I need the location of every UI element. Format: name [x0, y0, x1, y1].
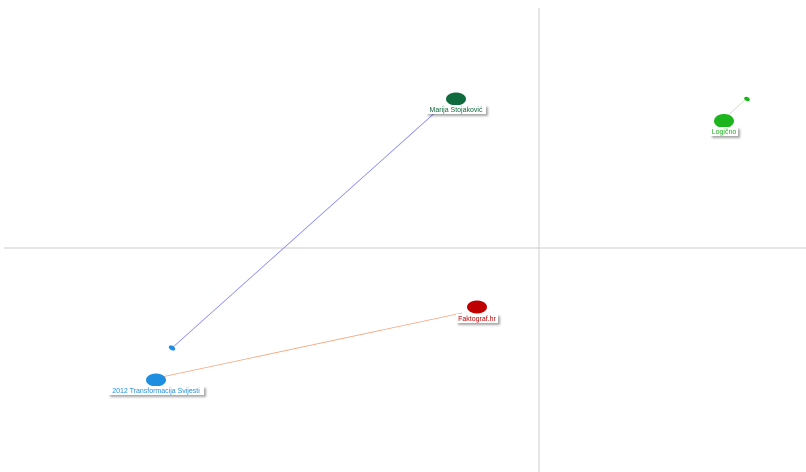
label-box [426, 105, 486, 114]
node-marija-stojakovic[interactable]: Marija Stojaković [426, 92, 486, 115]
node-circle[interactable] [467, 300, 487, 314]
node-label: Faktograf.hr [458, 316, 496, 323]
label-box [456, 314, 498, 323]
node-circle[interactable] [714, 114, 734, 128]
label-box [710, 127, 738, 136]
node-label: Logično [712, 129, 737, 136]
node-faktograf[interactable]: Faktograf.hr [456, 300, 498, 324]
node-logicno[interactable]: Logično [710, 114, 738, 136]
small-node-blue[interactable] [168, 344, 176, 351]
node-circle[interactable] [146, 373, 166, 387]
node-circle[interactable] [446, 92, 466, 106]
label-box [108, 386, 204, 395]
node-label: 2012 Transformacija Svijesti [112, 388, 200, 395]
small-node-green[interactable] [743, 96, 750, 102]
edge-transformacija-marija [171, 109, 439, 349]
node-label: Marija Stojaković [430, 107, 483, 114]
node-2012-transformacija-svijesti[interactable]: 2012 Transformacija Svijesti [108, 373, 204, 396]
edge-transformacija-faktograf [156, 312, 463, 379]
